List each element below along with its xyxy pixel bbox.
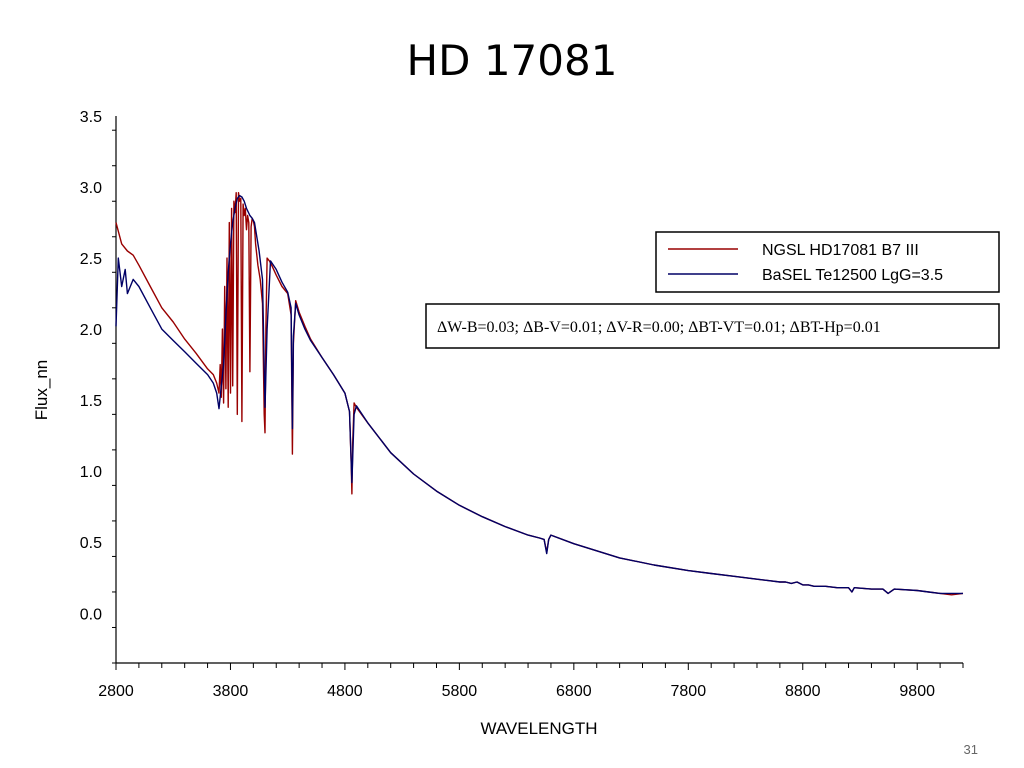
legend-label-basel: BaSEL Te12500 LgG=3.5 <box>762 267 943 284</box>
x-tick-label: 6800 <box>556 683 592 700</box>
x-tick-label: 8800 <box>785 683 821 700</box>
x-tick-label: 4800 <box>327 683 363 700</box>
y-tick-label: 3.0 <box>80 180 102 197</box>
y-tick-label: 1.5 <box>80 393 102 410</box>
series-group <box>115 192 964 596</box>
slide-title: HD 17081 <box>406 36 618 85</box>
y-tick-label: 2.5 <box>80 251 102 268</box>
x-tick-label: 3800 <box>213 683 249 700</box>
y-tick-label: 0.5 <box>80 535 102 552</box>
y-tick-label: 1.0 <box>80 464 102 481</box>
legend-label-ngsl: NGSL HD17081 B7 III <box>762 242 919 259</box>
y-tick-labels: 3.5 3.0 2.5 2.0 1.5 1.0 0.5 0.0 <box>80 109 102 623</box>
x-tick-labels: 2800 3800 4800 5800 6800 7800 8800 9800 <box>98 683 935 700</box>
series-line-basel <box>115 194 963 595</box>
x-tick-label: 2800 <box>98 683 134 700</box>
page-number: 31 <box>963 742 978 757</box>
legend-box <box>655 231 1000 293</box>
axis-ticks <box>112 129 964 670</box>
annotation-box: ΔW-B=0.03; ΔB-V=0.01; ΔV-R=0.00; ΔBT-VT=… <box>425 303 1000 349</box>
y-tick-label: 0.0 <box>80 606 102 623</box>
annotation-frame <box>425 303 1000 349</box>
y-axis-title: Flux_nn <box>32 360 51 420</box>
x-tick-label: 5800 <box>442 683 478 700</box>
annotation-text: ΔW-B=0.03; ΔB-V=0.01; ΔV-R=0.00; ΔBT-VT=… <box>437 319 881 336</box>
y-tick-label: 3.5 <box>80 109 102 126</box>
y-tick-label: 2.0 <box>80 322 102 339</box>
x-axis-title: WAVELENGTH <box>480 719 597 738</box>
legend: NGSL HD17081 B7 III BaSEL Te12500 LgG=3.… <box>655 231 1000 293</box>
x-tick-label: 7800 <box>671 683 707 700</box>
x-tick-label: 9800 <box>899 683 935 700</box>
